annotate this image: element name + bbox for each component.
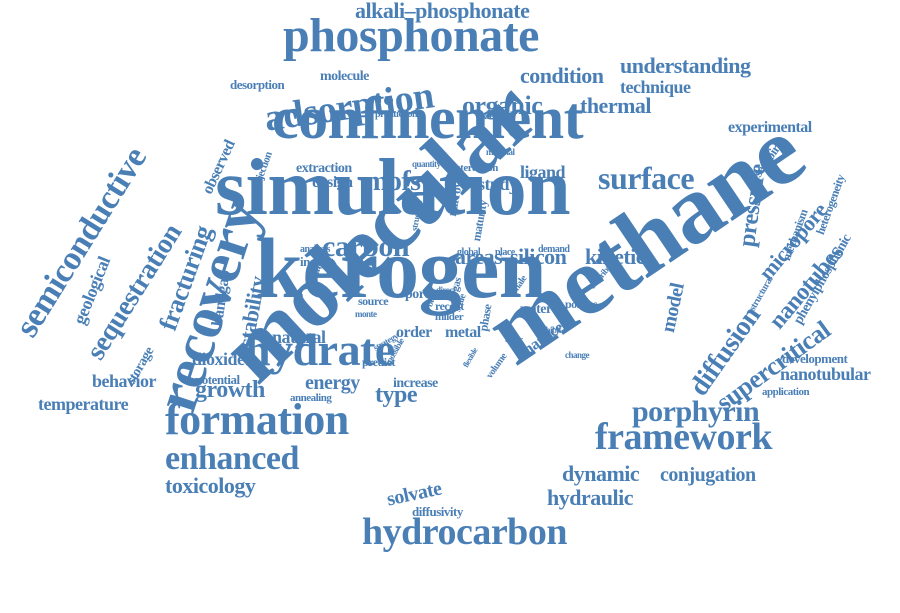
cloud-word: understanding [620,53,751,78]
cloud-word: thermal [580,93,652,118]
cloud-word: demand [538,244,570,255]
cloud-word: type [375,382,418,408]
cloud-word: hydraulic [547,485,633,510]
cloud-word: monte [355,309,377,319]
cloud-word: material [486,147,515,157]
cloud-word: hydrate [245,324,395,375]
cloud-word: experimental [728,119,812,136]
cloud-word: interaction [452,162,498,174]
cloud-word: kerogen [255,220,547,316]
cloud-word: place [495,247,515,258]
cloud-word: production [375,109,418,120]
cloud-word: mofs [365,166,421,197]
cloud-word: formation [165,395,349,444]
cloud-word: surface [598,160,695,196]
cloud-word: increase [393,376,438,391]
cloud-word: development [782,351,848,366]
cloud-word: simulation [215,144,571,232]
cloud-word: exhibit [538,325,562,335]
cloud-word: design [312,174,353,191]
cloud-word: metal [445,324,481,341]
cloud-word: application [762,386,810,398]
cloud-word: analysis [300,244,330,255]
cloud-word: annealing [290,392,332,404]
cloud-word: areas [455,244,503,269]
cloud-word: dioxide [192,349,245,369]
cloud-word: extended [478,111,513,122]
cloud-word: nanotubular [780,364,871,384]
cloud-word: direct [436,285,456,295]
cloud-word: toxicology [165,473,256,498]
cloud-word: ligand [520,162,566,182]
cloud-word: recent [435,299,464,313]
cloud-word: better [505,335,523,344]
cloud-word: change [565,350,590,360]
cloud-word: milder [435,311,464,323]
cloud-word: condition [520,63,604,88]
cloud-word: potential [195,372,240,387]
cloud-word: growth [195,377,265,403]
cloud-word: temperature [38,394,129,414]
cloud-word: diffusivity [412,504,463,519]
cloud-word: global [457,247,481,258]
cloud-word: enhanced [165,440,299,477]
cloud-word: hydrocarbon [362,511,567,553]
cloud-word: water [520,302,552,317]
cloud-word: carbon [322,230,410,263]
cloud-word: energy [305,372,360,394]
cloud-word: source [358,294,389,308]
cloud-word: dynamic [562,461,640,486]
cloud-word: extraction [296,161,352,176]
cloud-word: technique [620,77,691,97]
cloud-word: molecule [320,69,369,84]
cloud-word: pore [405,287,430,302]
cloud-word: order [396,324,432,341]
cloud-word: alkali–phosphonate [355,0,530,23]
cloud-word: quantity [412,159,441,169]
cloud-word: behavior [92,371,157,391]
cloud-word: porous [565,297,598,311]
cloud-word: phosphonate [283,9,539,62]
cloud-word: desorption [230,77,285,92]
cloud-word: volume [484,351,510,381]
cloud-word: conjugation [660,464,756,486]
cloud-word: predict [362,355,395,369]
cloud-word: natural [272,327,326,347]
cloud-word: porphyrin [632,395,760,428]
cloud-word: confinement [272,85,584,151]
cloud-word: flexible [461,346,480,369]
cloud-word: insight [300,254,335,269]
cloud-word: kinetic [585,244,646,269]
cloud-word: silicon [510,244,567,269]
cloud-word: framework [595,416,772,458]
cloud-word: study [478,174,518,194]
cloud-word: organic [462,91,543,120]
